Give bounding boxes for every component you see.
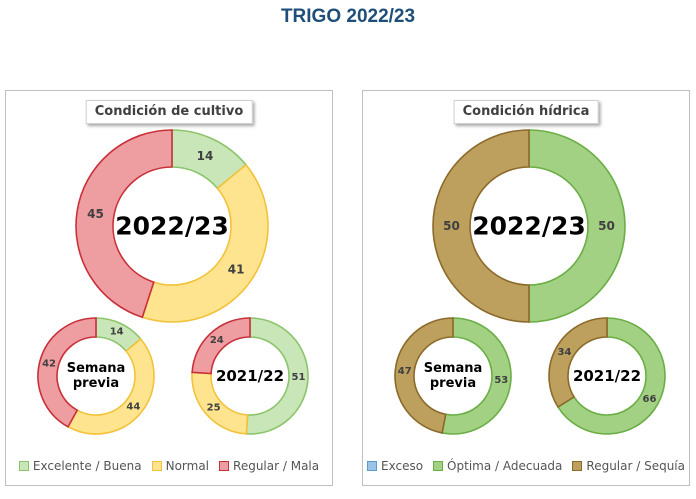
data-label-last-mala: 24 bbox=[210, 335, 224, 346]
center-label-prev: previa bbox=[430, 376, 476, 391]
legend-swatch-mala bbox=[219, 461, 230, 471]
data-label-last-excelente: 51 bbox=[292, 372, 306, 383]
slice-prev-optima bbox=[441, 317, 512, 435]
data-label-prev-sequia: 47 bbox=[398, 366, 412, 377]
panel-condicion-cultivo: 14 41 45 2022/23 14 44 42 Semana previa 51 25 24 202… bbox=[5, 90, 333, 486]
slice-prev-sequia bbox=[394, 317, 454, 434]
data-label-last-normal: 25 bbox=[207, 403, 221, 414]
donut-main: 14 41 45 2022/23 bbox=[75, 129, 269, 323]
panel-title-cultivo: Condición de cultivo bbox=[85, 100, 253, 124]
legend-item-sequia: Regular / Sequía bbox=[572, 459, 685, 473]
legend-swatch-exceso bbox=[367, 461, 377, 471]
legend-swatch-sequia bbox=[572, 461, 583, 471]
slice-last-sequia bbox=[548, 317, 608, 409]
data-label-main-sequia: 50 bbox=[443, 219, 460, 233]
data-label-last-optima: 66 bbox=[643, 394, 657, 405]
slice-prev-mala bbox=[37, 317, 97, 428]
data-label-prev-mala: 42 bbox=[42, 358, 56, 369]
data-label-prev-normal: 44 bbox=[126, 401, 140, 412]
page-title: TRIGO 2022/23 bbox=[280, 6, 416, 27]
center-label-prev: Semana bbox=[424, 361, 483, 376]
center-label-last: 2021/22 bbox=[573, 367, 641, 385]
legend-label-excelente: Excelente / Buena bbox=[32, 459, 142, 473]
slice-main-sequia bbox=[432, 129, 530, 323]
legend-hidrica: Exceso Óptima / Adecuada Regular / Sequía bbox=[363, 459, 689, 473]
data-label-last-sequia: 34 bbox=[558, 347, 572, 358]
data-label-main-excelente: 14 bbox=[197, 149, 214, 163]
legend-cultivo: Excelente / Buena Normal Regular / Mala bbox=[6, 459, 332, 473]
center-label-prev: Semana bbox=[67, 361, 126, 376]
data-label-main-mala: 45 bbox=[87, 207, 104, 221]
legend-label-normal: Normal bbox=[165, 459, 210, 473]
panel-title-hidrica: Condición hídrica bbox=[453, 100, 599, 124]
data-label-prev-optima: 53 bbox=[494, 375, 508, 386]
center-label-main: 2022/23 bbox=[472, 212, 586, 241]
donut-last: 066342021/22 bbox=[548, 317, 666, 435]
slice-last-mala bbox=[191, 317, 251, 375]
legend-swatch-optima bbox=[433, 461, 444, 471]
data-label-main-normal: 41 bbox=[228, 263, 245, 277]
center-label-prev: previa bbox=[73, 376, 119, 391]
legend-swatch-normal bbox=[151, 461, 162, 471]
legend-label-optima: Óptima / Adecuada bbox=[447, 459, 563, 473]
center-label-main: 2022/23 bbox=[115, 212, 229, 241]
panel-condicion-hidrica: 50502022/235347Semanaprevia066342021/22 … bbox=[362, 90, 690, 486]
legend-label-sequia: Regular / Sequía bbox=[586, 459, 685, 473]
data-label-main-optima: 50 bbox=[598, 219, 615, 233]
slice-last-excelente bbox=[245, 317, 309, 435]
donut-main: 50 50 2022/23 bbox=[432, 129, 626, 323]
legend-label-mala: Regular / Mala bbox=[233, 459, 320, 473]
slice-main-normal bbox=[141, 163, 269, 323]
legend-item-mala: Regular / Mala bbox=[219, 459, 319, 473]
legend-item-normal: Normal bbox=[151, 459, 210, 473]
donut-last: 51 25 24 2021/22 bbox=[191, 317, 309, 435]
legend-swatch-excelente bbox=[18, 461, 29, 471]
data-label-prev-excelente: 14 bbox=[110, 327, 124, 338]
slice-main-mala bbox=[75, 129, 173, 319]
slice-main-optima bbox=[528, 129, 626, 323]
slice-last-optima bbox=[556, 317, 666, 435]
legend-item-optima: Óptima / Adecuada bbox=[433, 459, 562, 473]
center-label-last: 2021/22 bbox=[216, 367, 284, 385]
legend-label-exceso: Exceso bbox=[381, 459, 424, 473]
slice-prev-normal bbox=[66, 337, 155, 435]
legend-item-excelente: Excelente / Buena bbox=[18, 459, 142, 473]
legend-item-exceso: Exceso bbox=[367, 459, 423, 473]
